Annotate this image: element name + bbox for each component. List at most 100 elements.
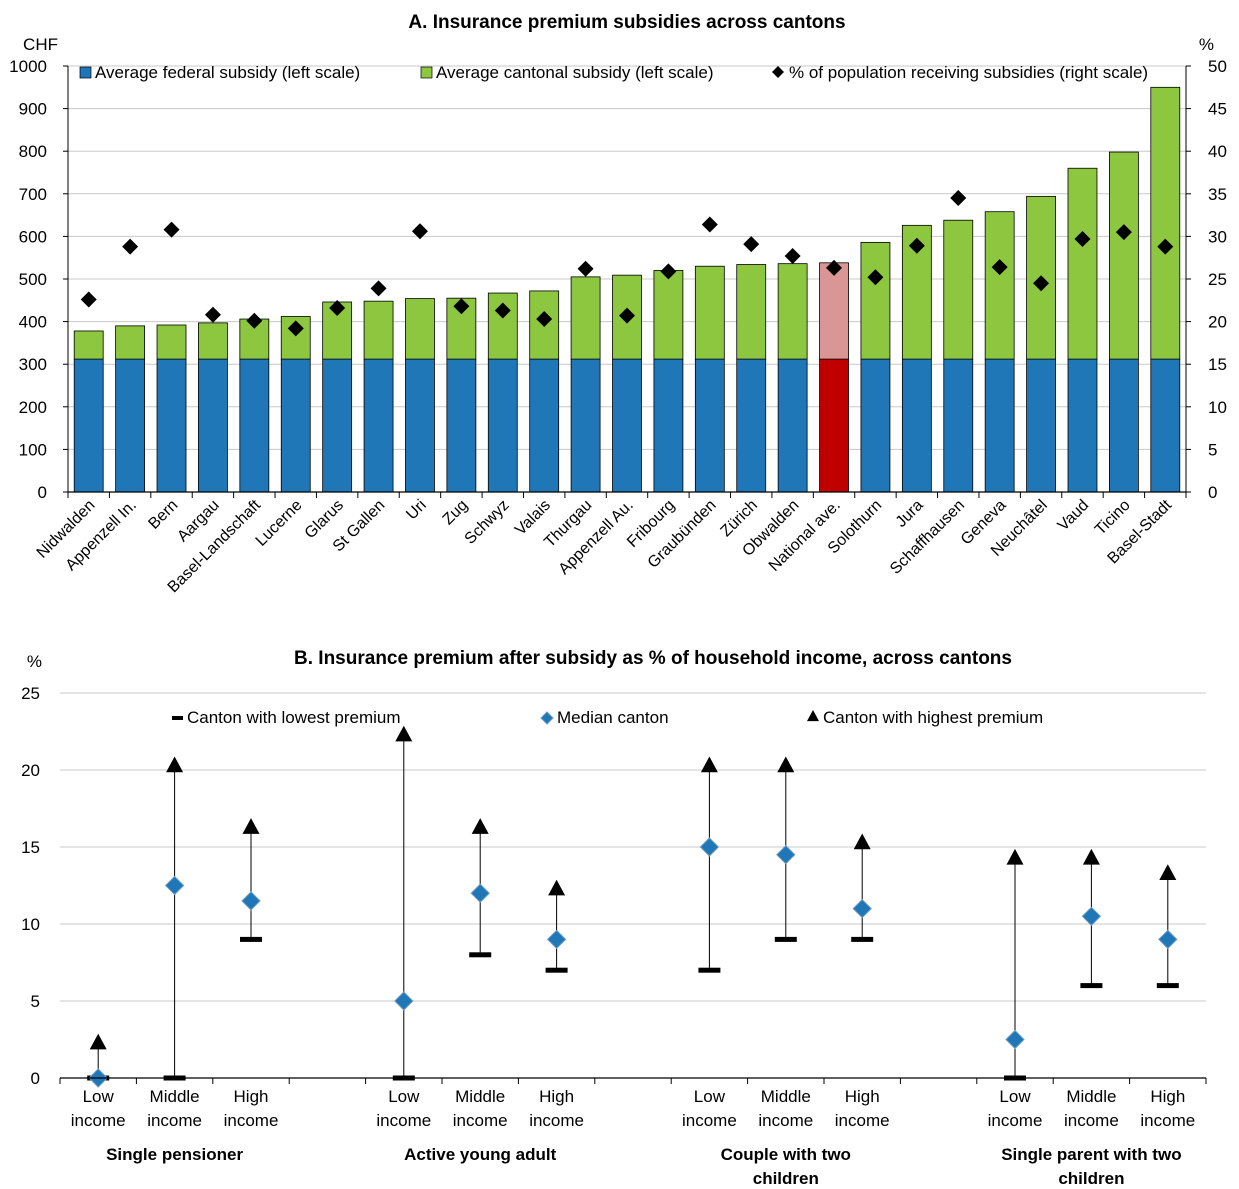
marker-population-share xyxy=(1157,238,1174,255)
bar-federal-subsidy xyxy=(239,358,270,493)
bar-federal-subsidy xyxy=(1026,358,1056,493)
panel-a-y2-tick-label: 40 xyxy=(1208,142,1227,161)
panel-a-y-tick-label: 500 xyxy=(19,270,47,289)
marker-highest-premium xyxy=(395,725,413,742)
legend-swatch-federal xyxy=(79,66,92,79)
bar-federal-subsidy xyxy=(694,358,725,493)
panel-b-category-label-line1: Low xyxy=(999,1087,1031,1106)
panel-b-category-label-line2: income xyxy=(682,1111,737,1130)
panel-a-y2-tick-label: 15 xyxy=(1208,355,1227,374)
marker-population-share xyxy=(950,190,967,207)
bar-federal-subsidy xyxy=(1108,358,1139,493)
panel-b-category-label-line1: High xyxy=(234,1087,269,1106)
panel-a-y2-tick-label: 30 xyxy=(1208,227,1227,246)
panel-b-category-label-line2: income xyxy=(1064,1111,1119,1130)
marker-population-share xyxy=(991,259,1008,276)
legend-label-median-canton: Median canton xyxy=(557,708,669,727)
panel-a-right-unit: % xyxy=(1199,35,1214,54)
panel-a-title: A. Insurance premium subsidies across ca… xyxy=(408,12,845,33)
marker-median-canton xyxy=(699,837,720,857)
panel-b-y-tick-label: 15 xyxy=(21,838,40,857)
bar-cantonal-subsidy xyxy=(943,219,974,360)
bar-federal-subsidy xyxy=(156,358,187,493)
marker-highest-premium xyxy=(242,818,260,834)
bar-federal-subsidy xyxy=(73,358,104,493)
panel-b-category-label-line2: income xyxy=(224,1111,279,1130)
bar-cantonal-subsidy xyxy=(570,276,601,360)
panel-b-y-tick-label: 5 xyxy=(31,992,40,1011)
bar-federal-subsidy xyxy=(653,358,684,493)
panel-a-y2-tick-label: 45 xyxy=(1208,100,1227,119)
legend-label-federal: Average federal subsidy (left scale) xyxy=(95,63,360,82)
bar-federal-subsidy xyxy=(860,358,891,493)
bar-federal-subsidy xyxy=(777,358,808,493)
marker-median-canton xyxy=(1081,906,1102,927)
marker-highest-premium xyxy=(1082,848,1100,865)
panel-a-y-tick-label: 400 xyxy=(19,313,47,332)
marker-population-share xyxy=(329,299,346,316)
panel-b-y-tick-label: 10 xyxy=(21,915,40,934)
panel-b-category-label-line1: Middle xyxy=(150,1087,200,1106)
marker-population-share xyxy=(1033,275,1050,292)
marker-highest-premium xyxy=(471,818,489,834)
bar-cantonal-subsidy xyxy=(115,325,146,360)
marker-lowest-premium xyxy=(1156,983,1179,989)
bar-cantonal-subsidy xyxy=(1150,86,1181,360)
panel-b-category-label-line1: Low xyxy=(694,1087,726,1106)
marker-population-share xyxy=(204,306,221,323)
bar-federal-subsidy xyxy=(984,358,1015,493)
panel-b-category-label-line2: income xyxy=(988,1111,1043,1130)
legend-marker-highest-premium xyxy=(807,710,819,722)
panel-a-y2-tick-label: 0 xyxy=(1208,483,1217,502)
panel-a-category-label: Schwyz xyxy=(462,497,513,548)
panel-b-group-label-line2: children xyxy=(753,1169,819,1188)
marker-population-share xyxy=(411,223,428,240)
panel-b-category-label-line2: income xyxy=(147,1111,202,1130)
bar-cantonal-subsidy xyxy=(694,265,725,360)
panel-b-category-label-line2: income xyxy=(835,1111,890,1130)
bar-cantonal-subsidy xyxy=(1067,167,1098,360)
legend-label-population-share: % of population receiving subsidies (rig… xyxy=(789,63,1148,82)
marker-lowest-premium xyxy=(774,936,797,942)
panel-b-category-label-line1: High xyxy=(1150,1087,1185,1106)
panel-a-category-label: Lucerne xyxy=(253,497,306,550)
marker-population-share xyxy=(701,216,718,233)
panel-b-category-label-line1: Low xyxy=(388,1087,420,1106)
panel-a-y2-tick-label: 35 xyxy=(1208,185,1227,204)
bar-federal-subsidy xyxy=(280,358,311,493)
panel-a-y2-tick-label: 25 xyxy=(1208,270,1227,289)
panel-a-y-tick-label: 200 xyxy=(19,398,47,417)
marker-median-canton xyxy=(241,891,261,911)
bar-federal-subsidy xyxy=(115,358,146,493)
panel-b-category-label-line1: Middle xyxy=(455,1087,505,1106)
panel-b-category-label-line2: income xyxy=(376,1111,431,1130)
bar-federal-subsidy xyxy=(819,358,849,493)
marker-population-share xyxy=(536,311,553,328)
bar-federal-subsidy xyxy=(446,358,477,493)
bar-federal-subsidy xyxy=(198,358,228,493)
marker-median-canton xyxy=(1005,1029,1025,1050)
panel-b-category-label-line2: income xyxy=(758,1111,813,1130)
panel-b-category-label-line1: Low xyxy=(83,1087,115,1106)
marker-population-share xyxy=(826,259,843,276)
panel-b-group-label: Single parent with two xyxy=(1001,1145,1181,1164)
panel-b-unit: % xyxy=(27,652,42,671)
marker-population-share xyxy=(246,312,263,329)
panel-a-y-tick-label: 0 xyxy=(38,483,47,502)
bar-cantonal-subsidy xyxy=(777,263,808,360)
marker-lowest-premium xyxy=(851,936,874,942)
panel-a-y2-tick-label: 50 xyxy=(1208,57,1227,76)
panel-a-category-label: Bern xyxy=(145,497,181,533)
panel-a-y-tick-label: 1000 xyxy=(9,57,47,76)
bar-cantonal-subsidy xyxy=(73,330,104,360)
bar-cantonal-subsidy xyxy=(405,298,435,360)
marker-population-share xyxy=(908,237,925,254)
legend-marker-population-share xyxy=(772,66,784,78)
bar-cantonal-subsidy xyxy=(198,322,228,360)
bar-federal-subsidy xyxy=(612,358,642,493)
panel-b-title: B. Insurance premium after subsidy as % … xyxy=(294,648,1012,669)
marker-population-share xyxy=(577,260,594,277)
legend-label-lowest-premium: Canton with lowest premium xyxy=(187,708,401,727)
